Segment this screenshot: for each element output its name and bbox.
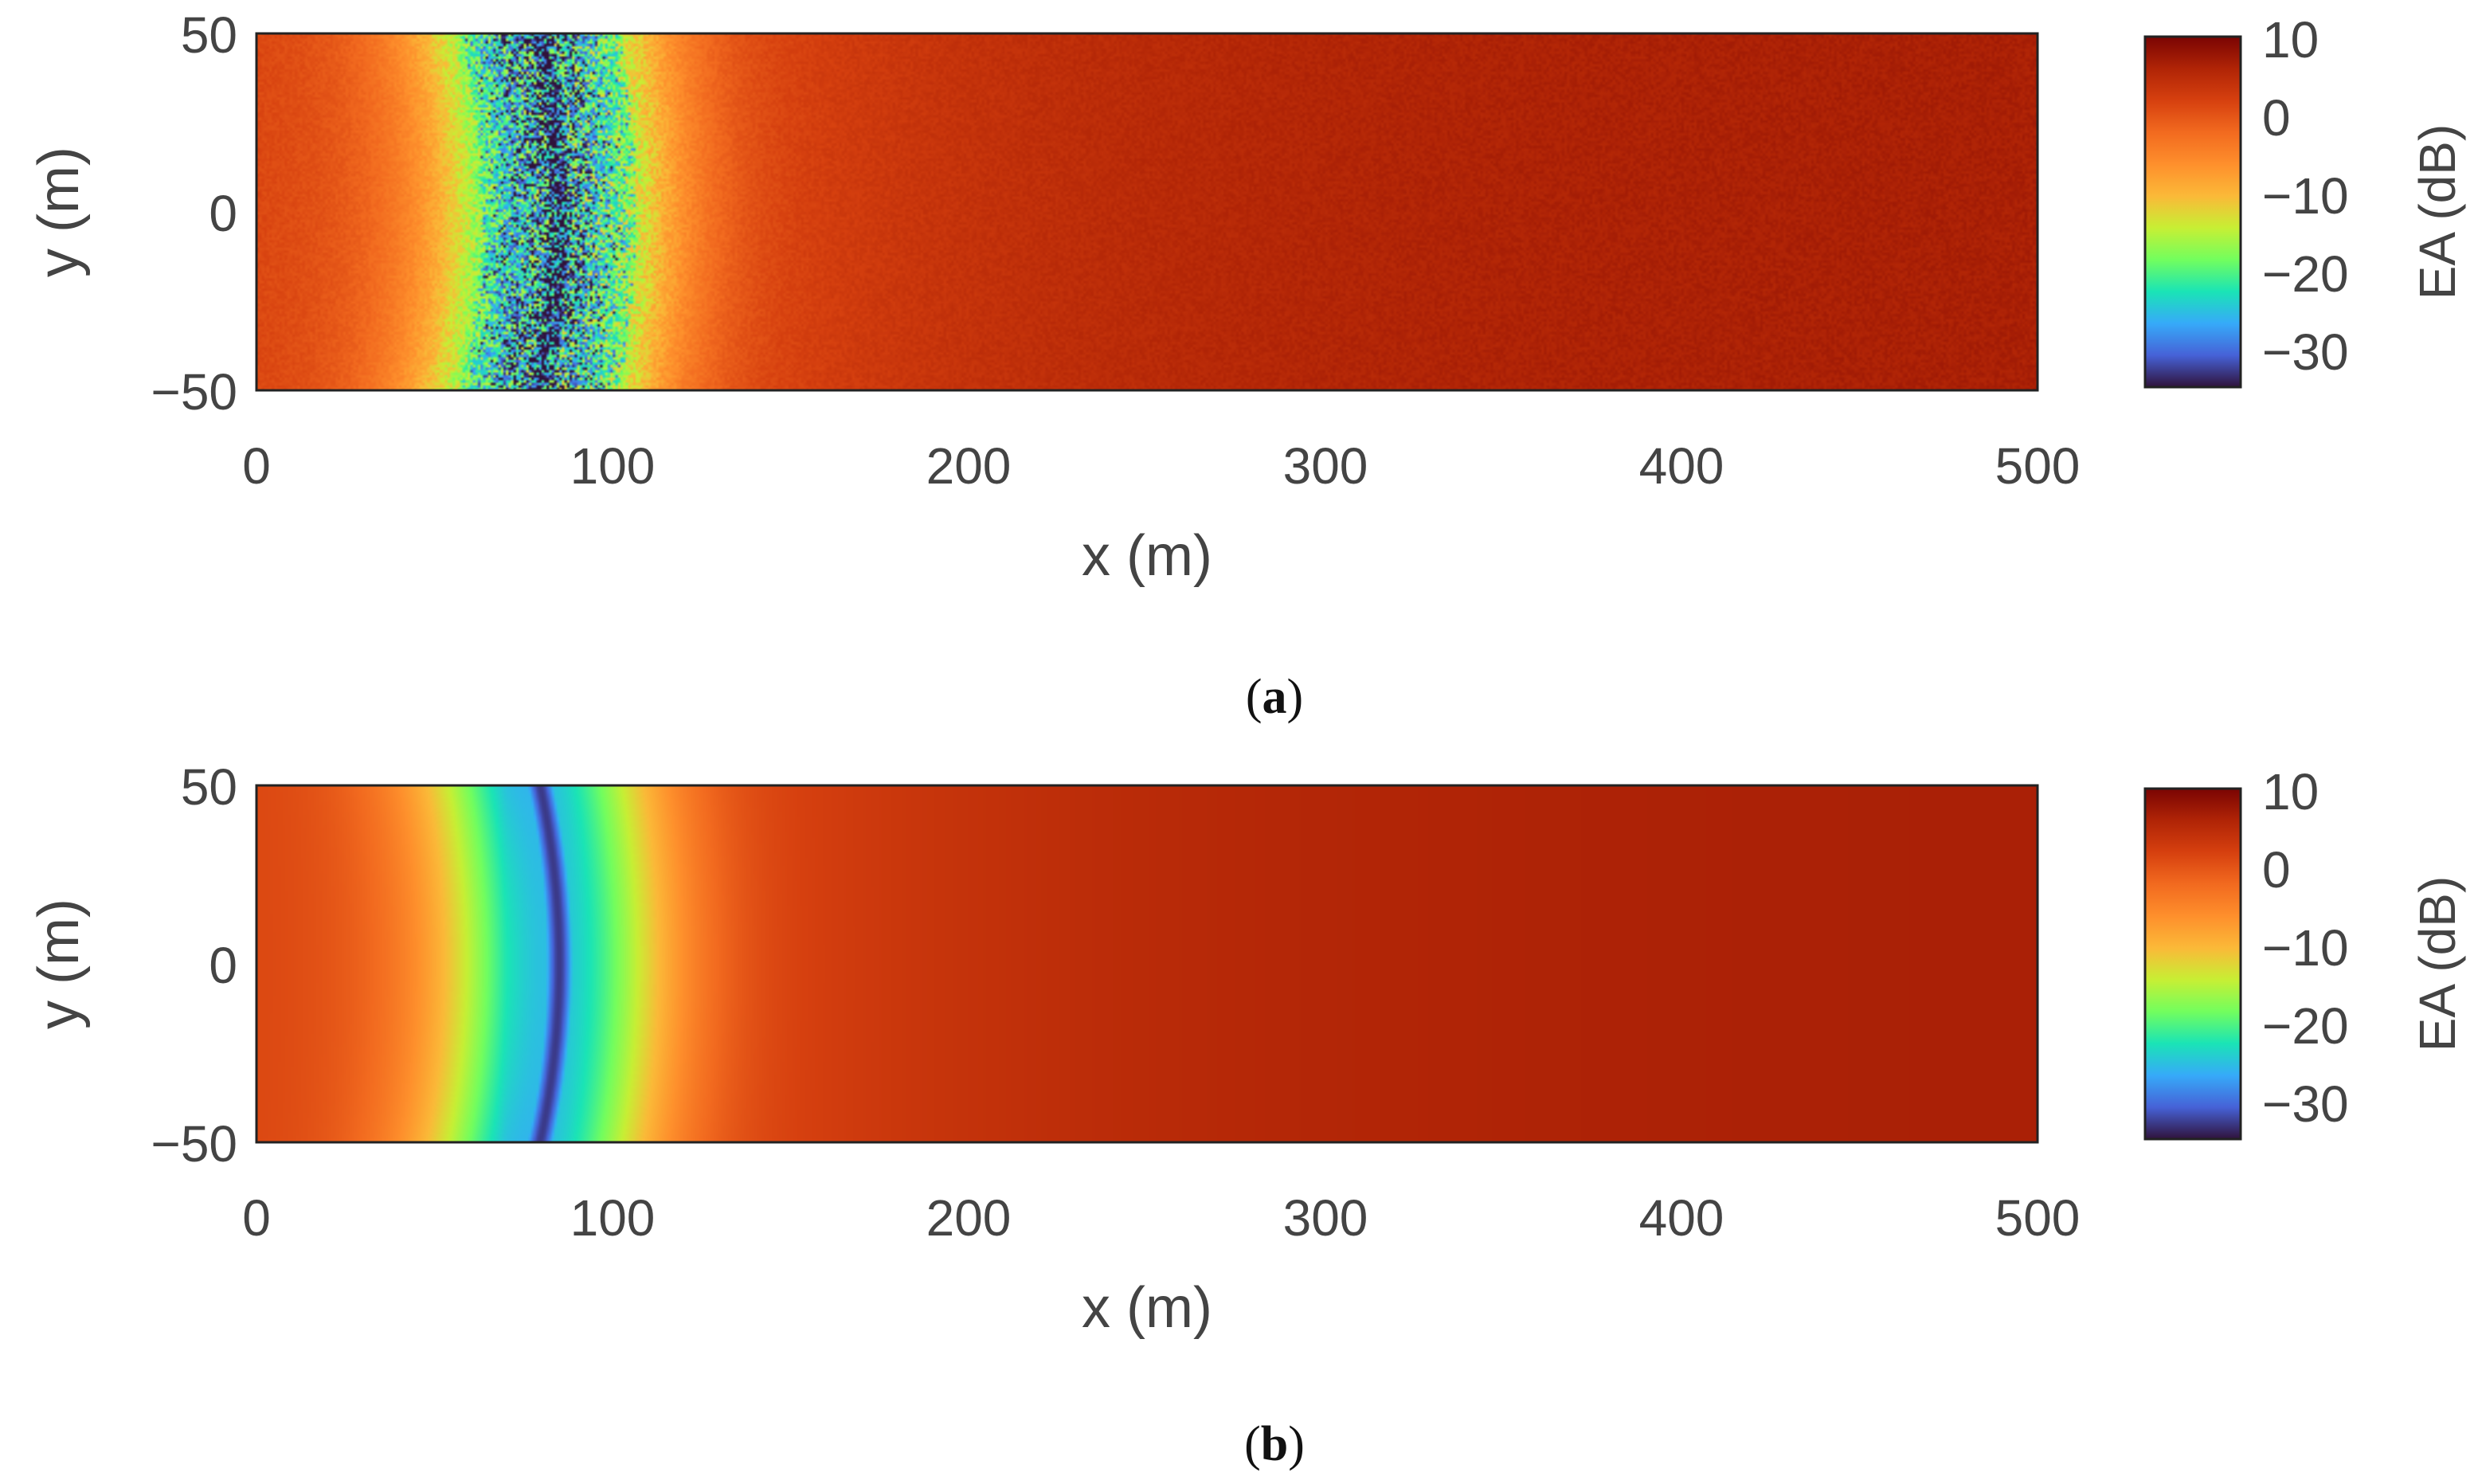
panel-b: 50 0 −50 0 100 200 300 400 500 x (m) y (… bbox=[27, 758, 2466, 1471]
x-axis-label: x (m) bbox=[1082, 524, 1212, 588]
colorbar-frame-a bbox=[2143, 35, 2242, 389]
x-tick-label: 200 bbox=[926, 437, 1012, 495]
x-tick-label: 400 bbox=[1639, 437, 1724, 495]
panel-caption-a: (a) bbox=[1246, 670, 1303, 724]
x-tick-label: 400 bbox=[1639, 1189, 1724, 1247]
colorbar-b bbox=[2145, 789, 2241, 1139]
plot-frame-a bbox=[255, 32, 2039, 392]
heatmap-image-a bbox=[256, 33, 2038, 390]
x-tick-label: 0 bbox=[242, 1189, 271, 1247]
colorbar-tick-label: −30 bbox=[2262, 1075, 2349, 1133]
x-axis-label: x (m) bbox=[1082, 1276, 1212, 1340]
x-tick-label: 100 bbox=[570, 1189, 656, 1247]
x-tick-label: 0 bbox=[242, 437, 271, 495]
x-tick-label: 500 bbox=[1995, 1189, 2081, 1247]
x-tick-label: 300 bbox=[1283, 1189, 1368, 1247]
x-tick-label: 100 bbox=[570, 437, 656, 495]
y-tick-label: 50 bbox=[181, 6, 237, 64]
plot-frame-b bbox=[255, 784, 2039, 1144]
y-tick-label: 0 bbox=[209, 185, 237, 242]
colorbar-tick-label: 10 bbox=[2262, 763, 2319, 820]
y-tick-label: −50 bbox=[151, 363, 237, 421]
heatmap-image-b bbox=[256, 785, 2038, 1142]
y-tick-label: 50 bbox=[181, 758, 237, 816]
colorbar-tick-label: −20 bbox=[2262, 245, 2349, 303]
colorbar-frame-b bbox=[2143, 787, 2242, 1141]
panel-a: 50 0 −50 0 100 200 300 400 500 x (m) y (… bbox=[27, 6, 2466, 724]
colorbar-tick-label: 10 bbox=[2262, 11, 2319, 69]
colorbar-a bbox=[2145, 37, 2241, 387]
colorbar-tick-label: −10 bbox=[2262, 167, 2349, 225]
x-tick-label: 300 bbox=[1283, 437, 1368, 495]
y-axis-label: y (m) bbox=[27, 899, 91, 1029]
y-axis-label: y (m) bbox=[27, 147, 91, 277]
panel-caption-letter: b bbox=[1261, 1417, 1288, 1471]
colorbar-tick-label: 0 bbox=[2262, 89, 2291, 147]
x-tick-label: 500 bbox=[1995, 437, 2081, 495]
colorbar-label: EA (dB) bbox=[2409, 876, 2466, 1052]
colorbar-tick-label: −10 bbox=[2262, 919, 2349, 977]
colorbar-tick-label: −20 bbox=[2262, 997, 2349, 1055]
colorbar-tick-label: 0 bbox=[2262, 841, 2291, 899]
colorbar-tick-label: −30 bbox=[2262, 323, 2349, 381]
y-tick-label: 0 bbox=[209, 937, 237, 994]
panel-caption-b: (b) bbox=[1244, 1417, 1305, 1471]
colorbar-label: EA (dB) bbox=[2409, 124, 2466, 300]
x-tick-label: 200 bbox=[926, 1189, 1012, 1247]
y-tick-label: −50 bbox=[151, 1115, 237, 1173]
panel-caption-letter: a bbox=[1262, 670, 1287, 724]
